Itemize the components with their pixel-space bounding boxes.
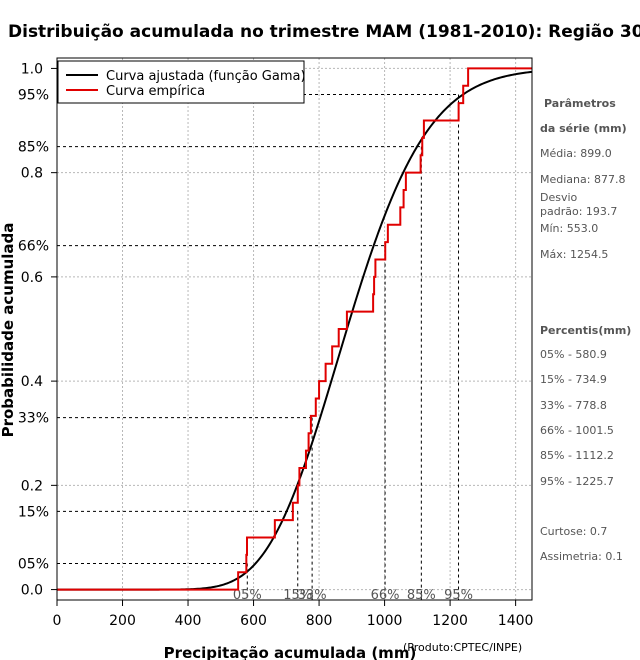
y-tick-label: 0.2 bbox=[21, 478, 43, 494]
percentile-row: 05% - 580.9 bbox=[540, 348, 607, 361]
x-tick-label: 1400 bbox=[498, 613, 534, 629]
percentile-row: 85% - 1112.2 bbox=[540, 449, 614, 462]
percentile-y-label: 85% bbox=[18, 140, 49, 156]
percentile-y-label: 66% bbox=[18, 239, 49, 255]
params-title-2: da série (mm) bbox=[540, 122, 627, 135]
x-tick-label: 200 bbox=[109, 613, 136, 629]
percentile-row: 33% - 778.8 bbox=[540, 399, 607, 412]
legend: Curva ajustada (função Gama) Curva empír… bbox=[57, 60, 306, 104]
y-axis: 0.0 0.2 0.4 0.6 0.8 1.0 05% 15% 33% 66% 85% 95% bbox=[18, 61, 57, 599]
x-tick-label: 1000 bbox=[367, 613, 403, 629]
y-tick-label: 0.8 bbox=[21, 166, 43, 182]
y-tick-label: 1.0 bbox=[21, 61, 43, 77]
percentile-y-label: 95% bbox=[18, 87, 49, 103]
chart-title: Distribuição acumulada no trimestre MAM … bbox=[8, 22, 640, 42]
stat-sd-line2: padrão: 193.7 bbox=[540, 205, 617, 218]
x-tick-label: 400 bbox=[175, 613, 202, 629]
grid-layer bbox=[56, 58, 532, 600]
stat-skewness: Assimetria: 0.1 bbox=[540, 550, 623, 563]
percentile-row: 15% - 734.9 bbox=[540, 373, 607, 386]
percentile-y-label: 33% bbox=[18, 411, 49, 427]
legend-label-empirical: Curva empírica bbox=[106, 84, 205, 99]
side-panel: Parâmetros da série (mm) Média: 899.0 Me… bbox=[540, 97, 631, 563]
stat-sd-line1: Desvio bbox=[540, 191, 578, 204]
percentis-title: Percentis(mm) bbox=[540, 324, 631, 337]
series-layer bbox=[56, 67, 533, 591]
y-tick-label: 0.0 bbox=[21, 583, 43, 599]
percentile-x-label: 15% bbox=[283, 588, 312, 603]
stat-kurtosis: Curtose: 0.7 bbox=[540, 525, 607, 538]
stat-min: Mín: 553.0 bbox=[540, 222, 598, 235]
stat-max: Máx: 1254.5 bbox=[540, 248, 608, 261]
plot-frame bbox=[56, 57, 533, 601]
percentile-row: 66% - 1001.5 bbox=[540, 424, 614, 437]
x-axis-title: Precipitação acumulada (mm) bbox=[164, 644, 417, 660]
y-axis-title: Probabilidade acumulada bbox=[0, 223, 17, 438]
legend-label-gamma: Curva ajustada (função Gama) bbox=[106, 69, 306, 84]
percentile-y-label: 05% bbox=[18, 557, 49, 573]
stat-mean: Média: 899.0 bbox=[540, 147, 612, 160]
gamma-fit-curve bbox=[57, 70, 533, 591]
percentile-x-labels: 05% 15%33% 66% 85% 95% bbox=[233, 588, 473, 603]
y-tick-label: 0.4 bbox=[21, 374, 43, 390]
percentile-reference-lines bbox=[57, 93, 460, 600]
x-axis: 0 200 400 600 800 1000 1200 1400 bbox=[53, 600, 534, 629]
legend-box bbox=[57, 60, 305, 104]
percentile-x-label: 33% bbox=[298, 588, 327, 603]
x-tick-label: 1200 bbox=[432, 613, 468, 629]
percentile-x-label: 85% bbox=[407, 588, 436, 603]
x-tick-label: 800 bbox=[306, 613, 333, 629]
percentile-x-label: 95% bbox=[444, 588, 473, 603]
credit-text: (Produto:CPTEC/INPE) bbox=[403, 641, 522, 654]
percentile-row: 95% - 1225.7 bbox=[540, 475, 614, 488]
y-tick-label: 0.6 bbox=[21, 270, 43, 286]
params-title-1: Parâmetros bbox=[544, 97, 616, 110]
x-tick-label: 0 bbox=[53, 613, 62, 629]
percentile-x-label: 66% bbox=[371, 588, 400, 603]
empirical-step-curve bbox=[56, 67, 532, 591]
percentile-y-label: 15% bbox=[18, 504, 49, 520]
stat-median: Mediana: 877.8 bbox=[540, 173, 625, 186]
x-tick-label: 600 bbox=[240, 613, 267, 629]
percentile-x-label: 05% bbox=[233, 588, 262, 603]
